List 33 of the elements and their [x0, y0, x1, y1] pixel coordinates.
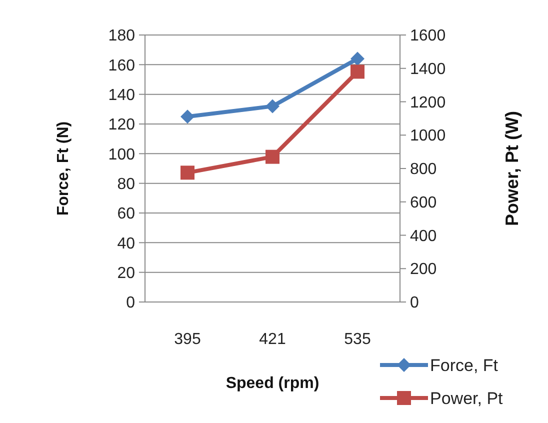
y2-tick-label: 1000: [410, 128, 446, 145]
y-axis-title: Force, Ft (N): [55, 121, 72, 216]
x-tick-label: 421: [259, 331, 286, 348]
y-tick-label: 20: [117, 264, 136, 282]
y-tick-label: 100: [108, 146, 136, 164]
x-axis-title: Speed (rpm): [226, 375, 320, 392]
y2-tick-label: 1200: [410, 94, 446, 112]
y2-tick-label: 1600: [410, 28, 446, 45]
y2-tick-label: 600: [410, 194, 437, 212]
y2-tick-label: 1400: [410, 60, 446, 78]
y-tick-label: 180: [108, 28, 136, 45]
y-tick-label: 160: [108, 57, 136, 74]
y-tick-label: 60: [117, 206, 136, 223]
y2-tick-label: 400: [410, 228, 437, 245]
point: [266, 99, 280, 114]
y2-tick-label: 0: [410, 294, 419, 312]
x-tick-label: 535: [344, 331, 371, 348]
y-tick-label: 120: [108, 116, 136, 134]
point: [350, 52, 364, 66]
y-tick-label: 140: [108, 86, 136, 104]
legend-label: Power, Pt: [430, 388, 504, 408]
point: [180, 110, 194, 124]
y-tick-label: 80: [117, 176, 136, 193]
y2-tick-label: 800: [410, 161, 437, 178]
y-tick-label: 40: [117, 235, 136, 252]
point: [180, 166, 194, 180]
legend-label: Force, Ft: [430, 356, 498, 375]
y2-axis-title: Power, Pt (W): [502, 110, 522, 226]
y2-tick-label: 200: [410, 261, 437, 278]
point: [350, 64, 364, 79]
point: [266, 150, 280, 164]
x-tick-label: 395: [174, 331, 201, 348]
y-tick-label: 0: [126, 294, 136, 312]
